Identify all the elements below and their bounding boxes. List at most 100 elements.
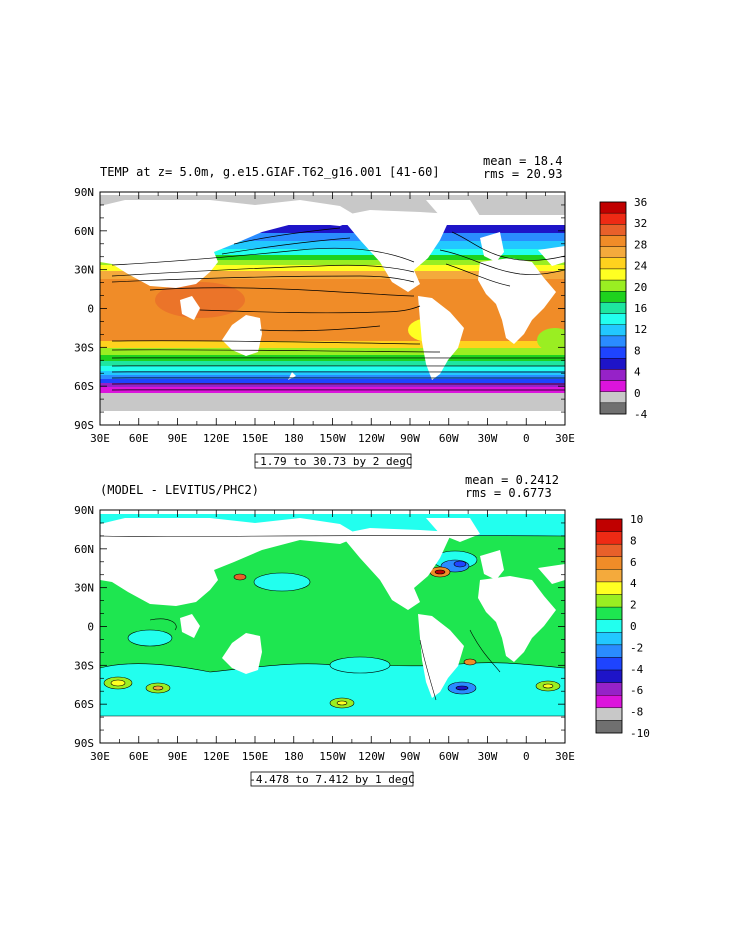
colorbar-swatch <box>599 324 627 337</box>
x-tick-label: 60E <box>129 750 149 763</box>
x-tick-label: 90W <box>400 432 420 445</box>
colorbar-frame <box>599 201 627 415</box>
colorbar-swatch <box>599 358 627 370</box>
colorbar-swatch <box>595 531 623 545</box>
x-tick-label: 150E <box>242 432 269 445</box>
x-tick-label: 150W <box>319 432 346 445</box>
x-tick-label: 150W <box>319 750 346 763</box>
colorbar-label: 0 <box>634 387 641 400</box>
colorbar-swatch <box>599 291 627 303</box>
diff-land-mask <box>100 518 565 698</box>
x-tick-label: 30E <box>555 750 575 763</box>
colorbar-label: 8 <box>634 344 641 357</box>
colorbar-swatch <box>595 518 623 532</box>
x-tick-label: 120W <box>358 750 385 763</box>
colorbar-label: -2 <box>630 641 643 654</box>
x-tick-label: 60E <box>129 432 149 445</box>
colorbar-swatch <box>595 569 623 583</box>
x-tick-label: 0 <box>523 750 530 763</box>
y-tick-label: 60S <box>74 698 94 711</box>
colorbar-swatch <box>599 201 627 214</box>
colorbar-swatch <box>599 224 627 236</box>
colorbar-label: -4 <box>634 408 648 421</box>
colorbar-label: 10 <box>630 513 643 526</box>
colorbar-label: 12 <box>634 323 647 336</box>
colorbar-label: 2 <box>630 599 637 612</box>
temp-rms: rms = 20.93 <box>483 167 562 181</box>
x-tick-label: 180 <box>284 750 304 763</box>
diff-axes: 30E 60E 90E 120E 150E 180 150W 120W 90W 60W 30W 0 30… <box>74 504 575 763</box>
temp-range-box <box>254 453 412 469</box>
colorbar-swatch <box>599 380 627 392</box>
y-tick-label: 30S <box>74 341 94 354</box>
colorbar-label: 28 <box>634 238 647 251</box>
x-tick-label: 60W <box>439 750 459 763</box>
temp-mean: mean = 18.4 <box>483 154 562 168</box>
colorbar-label: -6 <box>630 684 643 697</box>
colorbar-label: 6 <box>630 556 637 569</box>
colorbar-swatch <box>599 346 627 359</box>
x-tick-label: 90E <box>168 432 188 445</box>
colorbar-label: -10 <box>630 727 650 740</box>
y-tick-label: 30N <box>74 264 94 277</box>
x-tick-label: 150E <box>242 750 269 763</box>
temp-contours <box>111 227 565 391</box>
colorbar-swatch <box>595 669 623 683</box>
x-tick-label: 30E <box>90 432 110 445</box>
colorbar-swatch <box>599 402 627 415</box>
colorbar-swatch <box>599 369 627 381</box>
y-tick-label: 90N <box>74 186 94 199</box>
colorbar-swatch <box>599 246 627 258</box>
y-tick-label: 90N <box>74 504 94 517</box>
colorbar-swatch <box>599 235 627 247</box>
colorbar-swatch <box>595 606 623 620</box>
x-tick-label: 30W <box>478 750 498 763</box>
y-tick-label: 0 <box>87 621 94 634</box>
x-tick-label: 120E <box>203 432 230 445</box>
colorbar-swatch <box>595 556 623 570</box>
diff-colorbar: 10 8 6 4 2 0 -2 -4 -6 -8 -10 <box>595 513 650 740</box>
temp-panel: 30E 60E 90E 120E 150E 180 150W 120W 90W 60W 30W 0 30… <box>74 154 648 469</box>
colorbar-swatch <box>595 581 623 595</box>
colorbar-swatch <box>599 268 627 281</box>
temp-land-mask <box>100 200 565 380</box>
x-tick-label: 30E <box>90 750 110 763</box>
diff-title: (MODEL - LEVITUS/PHC2) <box>100 483 259 497</box>
diff-mean: mean = 0.2412 <box>465 473 559 487</box>
colorbar-swatch <box>595 619 623 633</box>
x-tick-label: 30W <box>478 432 498 445</box>
temp-title: TEMP at z= 5.0m, g.e15.GIAF.T62_g16.001 … <box>100 165 440 179</box>
colorbar-swatch <box>599 257 627 270</box>
colorbar-label: 24 <box>634 260 648 273</box>
diff-field <box>100 510 565 743</box>
x-tick-label: 120E <box>203 750 230 763</box>
x-tick-label: 120W <box>358 432 385 445</box>
temp-axes: 30E 60E 90E 120E 150E 180 150W 120W 90W 60W 30W 0 30… <box>74 186 575 445</box>
x-tick-label: 60W <box>439 432 459 445</box>
y-tick-label: 30N <box>74 582 94 595</box>
y-tick-label: 60N <box>74 225 94 238</box>
y-tick-label: 90S <box>74 419 94 432</box>
colorbar-swatch <box>599 335 627 348</box>
colorbar-swatch <box>595 594 623 608</box>
colorbar-frame <box>595 518 623 734</box>
colorbar-swatch <box>595 720 623 734</box>
colorbar-swatch <box>595 657 623 671</box>
colorbar-swatch <box>595 682 623 696</box>
colorbar-swatch <box>599 279 627 292</box>
colorbar-swatch <box>595 644 623 658</box>
colorbar-swatch <box>595 632 623 646</box>
diff-rms: rms = 0.6773 <box>465 486 552 500</box>
temp-field <box>100 192 565 425</box>
colorbar-swatch <box>599 391 627 404</box>
x-tick-label: 30E <box>555 432 575 445</box>
colorbar-label: 20 <box>634 281 647 294</box>
colorbar-label: 32 <box>634 217 647 230</box>
y-tick-label: 30S <box>74 659 94 672</box>
colorbar-label: 0 <box>630 620 637 633</box>
colorbar-swatch <box>599 212 627 225</box>
colorbar-swatch <box>599 302 627 314</box>
temp-colorbar: 36 32 28 24 20 16 12 8 4 0 -4 <box>599 196 648 421</box>
y-tick-label: 60N <box>74 543 94 556</box>
